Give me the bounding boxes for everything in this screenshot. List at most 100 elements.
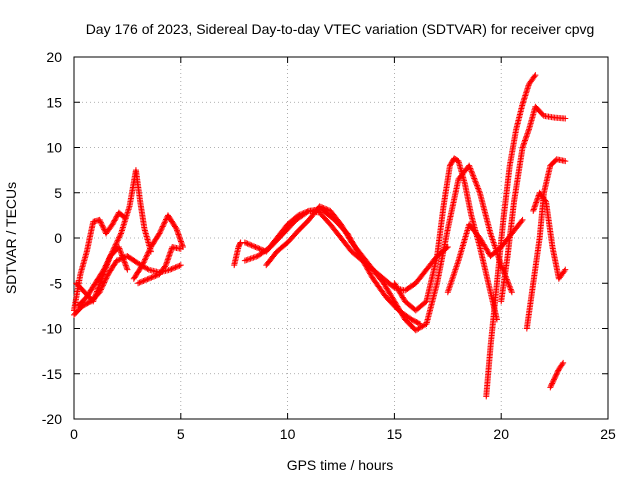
y-tick-label-4: 0 [54,230,62,246]
data-point [548,381,555,388]
data-point [447,281,454,288]
data-point [446,283,453,290]
data-point [141,277,148,284]
data-point [91,295,98,302]
data-point [488,231,495,238]
data-point [251,254,258,261]
data-point [95,284,102,291]
data-point [561,267,568,274]
data-point [250,254,257,261]
data-point [97,218,104,225]
data-point [253,244,260,251]
data-point [137,279,144,286]
series-arc-q [530,189,569,282]
data-point [100,270,107,277]
x-tick-label-2: 10 [280,426,296,442]
data-point [247,241,254,248]
data-point [97,278,104,285]
y-tick-label-1: -15 [42,366,62,382]
data-point [110,218,117,225]
data-point [473,181,480,188]
data-point [98,277,105,284]
data-point [162,217,169,224]
x-tick-label-4: 20 [493,426,509,442]
data-point [173,263,180,270]
data-point [453,263,460,270]
data-point [249,255,255,262]
data-point [117,231,124,238]
data-point [116,234,123,241]
series-arc-d [73,244,131,305]
data-point [243,240,250,247]
data-point [446,284,453,291]
data-point [135,280,142,287]
data-point [452,266,459,273]
data-point [102,265,109,272]
data-point [255,245,262,252]
data-point [104,261,111,268]
series-arc-g [231,239,244,269]
data-point [542,197,549,204]
data-point [140,260,147,267]
data-point [118,251,125,258]
data-point [151,273,158,280]
data-point [119,253,126,260]
data-point [319,204,326,211]
data-point [96,216,103,223]
data-point [97,279,104,286]
data-point [554,368,561,375]
data-point [112,216,119,223]
data-point [491,242,498,249]
data-point [474,184,481,191]
data-point [140,277,147,284]
data-point [249,242,256,249]
data-point [562,158,569,165]
data-point [156,230,163,237]
data-point [243,257,250,264]
data-point [547,384,554,391]
data-point [256,245,263,252]
data-point [449,275,456,282]
data-point [119,252,126,259]
data-point [100,271,107,278]
data-point [247,255,254,262]
data-point [320,205,327,212]
data-point [251,243,258,250]
axis-layer: 0 5 10 15 20 25 -20 -15 -10 -5 0 5 10 15 20 [42,49,616,442]
chart-title: Day 176 of 2023, Sidereal Day-to-day VTE… [86,21,595,37]
data-point [551,375,558,382]
data-point [471,176,478,183]
data-point [518,218,525,225]
data-point [159,224,166,231]
data-point [115,244,122,251]
data-point [95,285,102,292]
data-point [490,238,497,245]
data-point [98,220,105,227]
data-point [445,286,452,293]
data-point [103,262,110,269]
series-arc-m [444,216,526,296]
data-point [153,272,160,279]
data-point [168,266,175,273]
data-point [139,278,146,285]
series-arc-e [130,212,186,282]
data-point [252,244,259,251]
data-point [257,246,264,253]
data-point [488,233,495,240]
marks-layer [71,72,569,400]
data-point [172,264,179,271]
y-tick-label-6: 10 [46,140,62,156]
data-point [121,258,128,265]
data-point [171,264,178,271]
data-point [140,259,147,266]
data-point [552,372,559,379]
data-point [124,266,131,273]
data-point [144,265,151,272]
data-point [453,262,460,269]
data-point [145,249,152,256]
data-point [508,289,515,296]
data-point [169,265,176,272]
data-point [145,275,152,282]
data-point [321,205,328,212]
